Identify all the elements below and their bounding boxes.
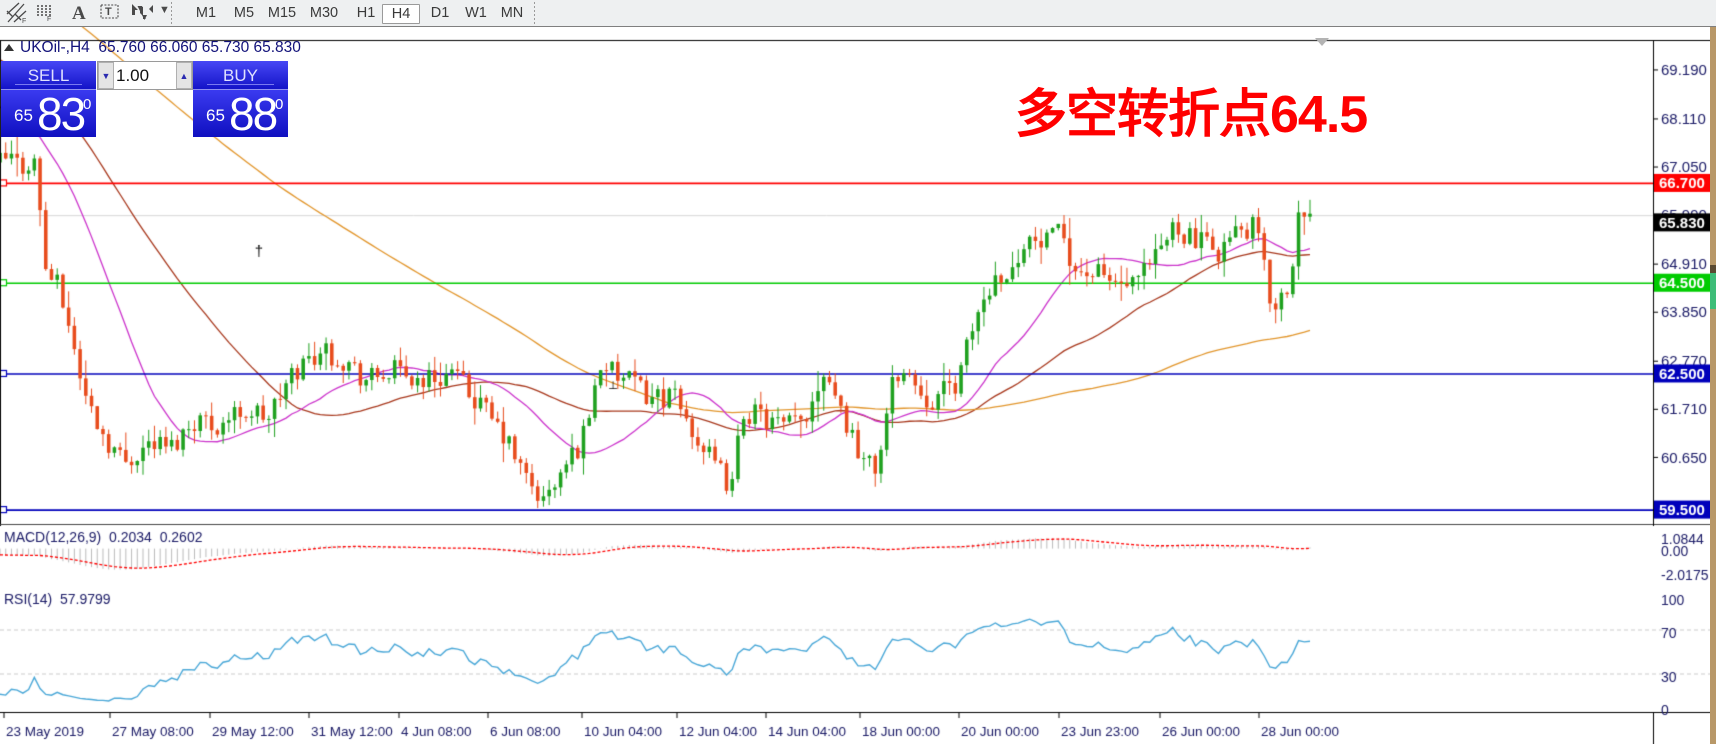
svg-text:F: F <box>47 16 51 22</box>
svg-text:T: T <box>105 6 112 18</box>
svg-text:F: F <box>22 18 26 24</box>
